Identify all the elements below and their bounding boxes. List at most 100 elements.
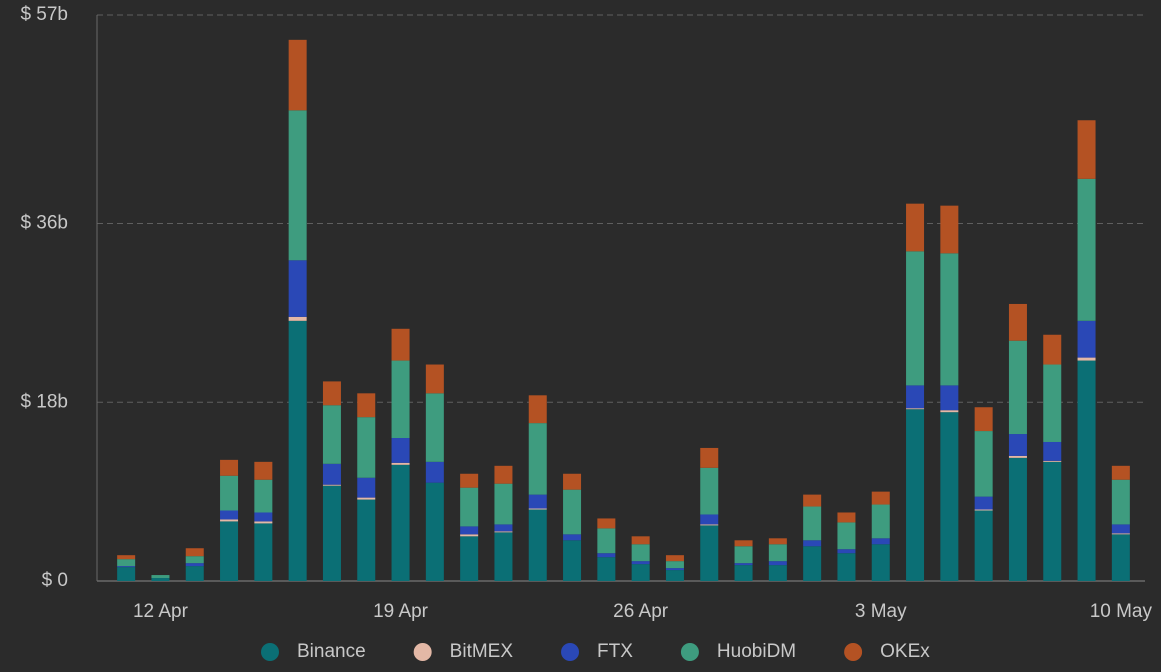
- bar-segment: [254, 521, 273, 524]
- bar-segment: [391, 438, 410, 463]
- bar-segment: [1077, 178, 1096, 321]
- bar-segment: [1077, 320, 1096, 358]
- bar-segment: [1008, 457, 1027, 581]
- bar-segment: [871, 544, 890, 581]
- bar-segment: [631, 564, 650, 581]
- bar-segment: [665, 561, 684, 569]
- bar-segment: [563, 473, 582, 490]
- x-tick-label: 12 Apr: [133, 601, 189, 622]
- bar-segment: [768, 561, 787, 566]
- bar-segment: [665, 570, 684, 581]
- bar-segment: [425, 364, 444, 394]
- x-tick-label: 10 May: [1090, 601, 1153, 622]
- bar-segment: [906, 409, 925, 581]
- bar-segment: [768, 565, 787, 581]
- x-tick-label: 19 Apr: [373, 601, 429, 622]
- legend-label: Binance: [297, 641, 366, 662]
- bar-segment: [906, 251, 925, 386]
- bar-segment: [563, 534, 582, 541]
- bar-segment: [1111, 534, 1130, 581]
- bar-segment: [288, 316, 307, 321]
- bar-segment: [151, 578, 170, 581]
- bar-segment: [151, 575, 170, 579]
- bar-segment: [597, 518, 616, 529]
- bar-segment: [494, 531, 513, 533]
- bar-segment: [220, 459, 239, 476]
- bar-segment: [322, 463, 341, 485]
- bar-segment: [803, 540, 822, 547]
- bar-segment: [322, 484, 341, 486]
- bar-segment: [974, 509, 993, 511]
- bar-segment: [117, 559, 136, 567]
- bar-segment: [906, 385, 925, 409]
- bar-segment: [803, 546, 822, 581]
- bar-segment: [700, 525, 719, 581]
- bar-segment: [837, 522, 856, 550]
- legend-label: HuobiDM: [717, 641, 796, 662]
- bar-segment: [391, 464, 410, 581]
- bar-segment: [1043, 364, 1062, 442]
- bar-segment: [425, 393, 444, 462]
- bar-segment: [940, 205, 959, 254]
- bar-segment: [734, 563, 753, 566]
- legend-marker: [561, 643, 580, 661]
- bar-segment: [288, 39, 307, 111]
- bar-segment: [528, 509, 547, 581]
- bar-segment: [220, 510, 239, 520]
- bar-segment: [460, 536, 479, 581]
- bar-segment: [220, 519, 239, 522]
- bar-segment: [974, 510, 993, 581]
- legend-label: OKEx: [880, 641, 930, 662]
- bar-segment: [494, 483, 513, 525]
- bar-segment: [254, 461, 273, 480]
- bar-segment: [768, 538, 787, 545]
- bar-segment: [700, 447, 719, 468]
- bar-segment: [700, 514, 719, 525]
- bar-segment: [357, 497, 376, 500]
- bar-segment: [940, 412, 959, 581]
- bar-segment: [117, 566, 136, 568]
- bar-segment: [220, 475, 239, 511]
- bar-segment: [494, 524, 513, 532]
- bar-segment: [837, 553, 856, 581]
- y-tick-label: $ 57b: [20, 4, 68, 25]
- bar-segment: [974, 431, 993, 497]
- bar-segment: [254, 523, 273, 581]
- bar-segment: [1077, 357, 1096, 361]
- bar-segment: [1077, 120, 1096, 179]
- bar-segment: [185, 566, 204, 581]
- legend-label: BitMEX: [450, 641, 514, 662]
- bar-segment: [322, 405, 341, 464]
- bar-segment: [391, 462, 410, 465]
- bar-segment: [631, 544, 650, 562]
- legend-marker: [413, 643, 432, 661]
- bar-segment: [322, 381, 341, 406]
- bar-segment: [357, 417, 376, 478]
- bar-segment: [665, 568, 684, 571]
- bar-segment: [528, 423, 547, 495]
- legend-marker: [844, 643, 863, 661]
- bar-segment: [803, 494, 822, 507]
- bar-segment: [1111, 533, 1130, 535]
- bar-segment: [391, 328, 410, 361]
- bar-segment: [185, 556, 204, 564]
- bar-segment: [837, 512, 856, 523]
- bar-segment: [425, 482, 444, 581]
- bar-segment: [940, 385, 959, 411]
- bar-segment: [288, 320, 307, 581]
- bar-segment: [1111, 465, 1130, 480]
- legend-marker: [680, 643, 699, 661]
- bar-segment: [734, 540, 753, 547]
- bar-segment: [1043, 334, 1062, 365]
- bar-segment: [528, 494, 547, 509]
- bar-segment: [528, 508, 547, 510]
- bar-segment: [117, 555, 136, 560]
- bar-segment: [1008, 455, 1027, 458]
- bar-segment: [357, 393, 376, 418]
- bar-segment: [974, 496, 993, 510]
- bar-segment: [117, 567, 136, 581]
- bar-segment: [665, 555, 684, 562]
- bar-segment: [425, 461, 444, 483]
- bar-segment: [322, 485, 341, 581]
